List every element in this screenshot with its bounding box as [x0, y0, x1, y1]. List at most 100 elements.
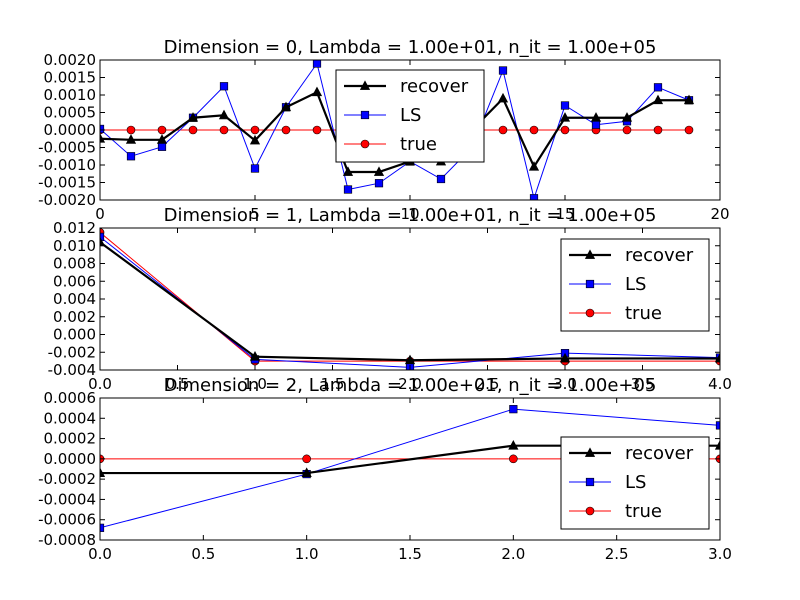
data-point-LS	[312, 60, 322, 68]
data-point-true	[529, 125, 539, 135]
legend-marker-recover	[584, 249, 596, 259]
y-tick-label: 0.0020	[44, 51, 97, 69]
data-point-LS	[436, 174, 446, 184]
legend: recover LS true	[560, 238, 710, 332]
data-point-true	[281, 125, 291, 135]
series-line-LS	[100, 62, 690, 200]
data-point-true	[684, 125, 694, 135]
legend: recover LS true	[335, 69, 485, 163]
y-tick-label: 0.0000	[44, 450, 97, 468]
y-tick-label: 0.010	[53, 237, 96, 255]
y-tick-label: 0.0006	[44, 389, 97, 407]
legend-label-true: true	[400, 134, 437, 155]
data-point-recover	[280, 101, 292, 112]
data-point-recover	[373, 166, 385, 176]
x-tick-label: 0.0	[88, 545, 112, 563]
data-point-true	[312, 125, 322, 135]
data-point-recover	[156, 134, 168, 144]
data-point-true	[498, 125, 508, 135]
legend-marker-true	[585, 506, 595, 516]
data-point-true	[250, 125, 260, 135]
data-point-LS	[100, 232, 105, 241]
x-tick-label: 1.5	[321, 375, 345, 393]
data-point-LS	[498, 66, 508, 75]
data-point-LS	[653, 83, 663, 92]
data-point-recover	[311, 86, 323, 97]
legend-label-true: true	[625, 303, 662, 324]
y-tick-label: -0.0002	[38, 470, 96, 488]
data-point-LS	[374, 179, 384, 188]
y-tick-label: -0.002	[48, 343, 96, 361]
y-tick-label: 0.0005	[44, 104, 97, 122]
y-tick-label: 0.0015	[44, 69, 97, 87]
x-tick-label: 0.0	[88, 375, 112, 393]
legend-marker-recover	[584, 447, 596, 457]
legend-label-LS: LS	[625, 472, 646, 493]
legend-marker-LS	[585, 477, 595, 487]
data-point-recover	[683, 94, 695, 105]
data-point-true	[126, 125, 136, 135]
data-point-LS	[126, 152, 136, 161]
legend-marker-recover	[359, 80, 371, 90]
y-tick-label: -0.0008	[38, 531, 96, 549]
data-point-recover	[249, 134, 261, 145]
data-point-recover	[714, 352, 720, 363]
data-point-true	[157, 125, 167, 135]
data-point-recover	[100, 133, 106, 143]
x-tick-label: 15	[555, 205, 574, 223]
data-point-LS	[529, 194, 539, 200]
data-point-LS	[250, 164, 260, 173]
data-point-recover	[125, 134, 137, 144]
x-tick-label: 3.0	[553, 375, 577, 393]
y-tick-label: 0.000	[53, 326, 96, 344]
legend-marker-LS	[360, 110, 370, 120]
x-tick-label: 3.5	[631, 375, 655, 393]
data-point-recover	[559, 352, 571, 363]
x-tick-label: 2.5	[476, 375, 500, 393]
data-point-recover	[652, 94, 664, 105]
y-tick-label: -0.004	[48, 361, 96, 379]
data-point-LS	[219, 82, 229, 91]
subplots: 0.00200.00150.00100.00050.0000-0.0005-0.…	[38, 37, 732, 563]
y-tick-label: 0.004	[53, 290, 96, 308]
y-tick-label: 0.002	[53, 308, 96, 326]
legend-marker-true	[360, 139, 370, 149]
legend-label-recover: recover	[625, 245, 694, 266]
chart-title: Dimension = 2, Lambda = 1.00e+01, n_it =…	[164, 375, 657, 396]
legend-label-recover: recover	[400, 76, 469, 97]
y-tick-label: 0.012	[53, 219, 96, 237]
y-tick-label: 0.0004	[44, 409, 97, 427]
x-tick-label: 4.0	[708, 375, 732, 393]
data-point-LS	[560, 101, 570, 110]
y-tick-label: 0.006	[53, 272, 96, 290]
data-point-recover	[528, 161, 540, 171]
legend-marker-LS	[585, 279, 595, 289]
data-point-true	[653, 125, 663, 135]
data-point-recover	[100, 467, 106, 477]
data-point-true	[560, 125, 570, 135]
data-point-recover	[100, 236, 106, 247]
x-tick-label: 3.0	[708, 545, 732, 563]
subplot-2: 0.0006 0.0004 0.0002 0.0000 -0.0002 -0.0004 -0…	[38, 375, 732, 563]
data-point-recover	[249, 351, 261, 361]
chart-title: Dimension = 0, Lambda = 1.00e+01, n_it =…	[164, 37, 657, 58]
data-point-recover	[714, 440, 720, 450]
y-tick-label: -0.0006	[38, 511, 96, 529]
data-point-true	[302, 454, 311, 464]
data-point-recover	[559, 112, 571, 122]
x-tick-label: 2.5	[605, 545, 629, 563]
subplot-1: 0.0120.0100.0080.0060.0040.0020.000-0.00…	[48, 205, 732, 393]
data-point-true	[219, 125, 229, 135]
y-tick-label: -0.0010	[38, 156, 96, 174]
y-tick-label: -0.0015	[38, 174, 96, 192]
data-point-recover	[218, 109, 230, 120]
y-tick-label: 0.0010	[44, 86, 97, 104]
data-point-recover	[590, 112, 602, 122]
y-tick-label: -0.0020	[38, 191, 96, 209]
data-point-LS	[509, 405, 518, 414]
legend-label-true: true	[625, 501, 662, 522]
series-line-LS	[100, 408, 720, 529]
data-point-LS	[715, 421, 720, 430]
y-tick-label: 0.008	[53, 255, 96, 273]
